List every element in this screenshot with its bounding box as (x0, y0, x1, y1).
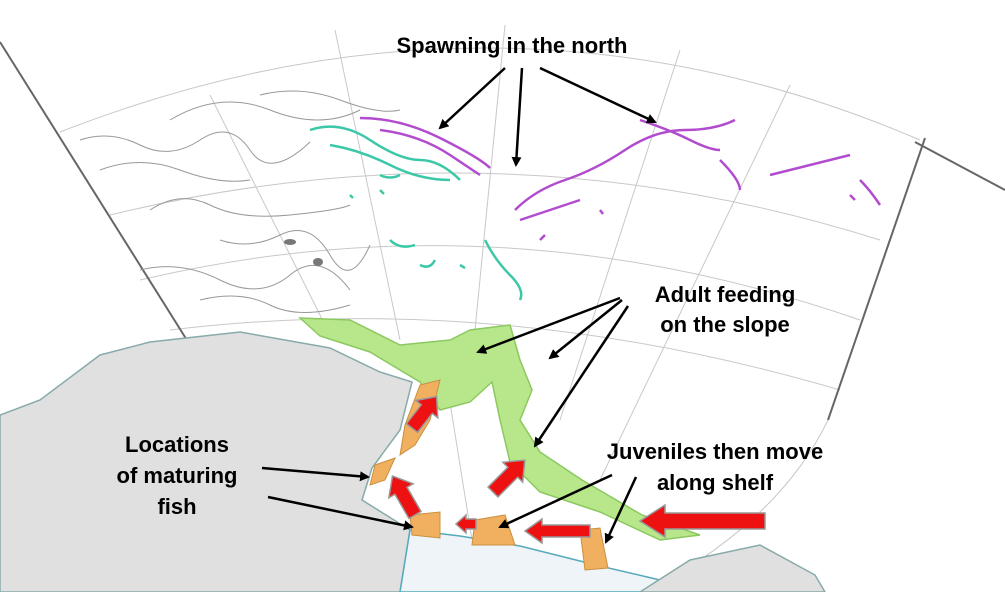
label-adult-feeding: Adult feeding (655, 282, 796, 307)
adult-feeding-area (297, 317, 701, 541)
migration-arrows (387, 395, 766, 545)
label-juveniles: Juveniles then move (607, 439, 823, 464)
label-maturing: fish (157, 494, 196, 519)
spawning-areas (309, 116, 882, 301)
labels: Spawning in the north Adult feeding on t… (117, 33, 824, 519)
label-spawning: Spawning in the north (397, 33, 628, 58)
label-maturing: Locations (125, 432, 229, 457)
label-maturing: of maturing (117, 463, 238, 488)
land-east (638, 544, 826, 592)
label-juveniles: along shelf (657, 470, 774, 495)
label-adult-feeding: on the slope (660, 312, 790, 337)
bathymetry-contours (79, 90, 401, 313)
annotation-arrows (261, 66, 657, 544)
